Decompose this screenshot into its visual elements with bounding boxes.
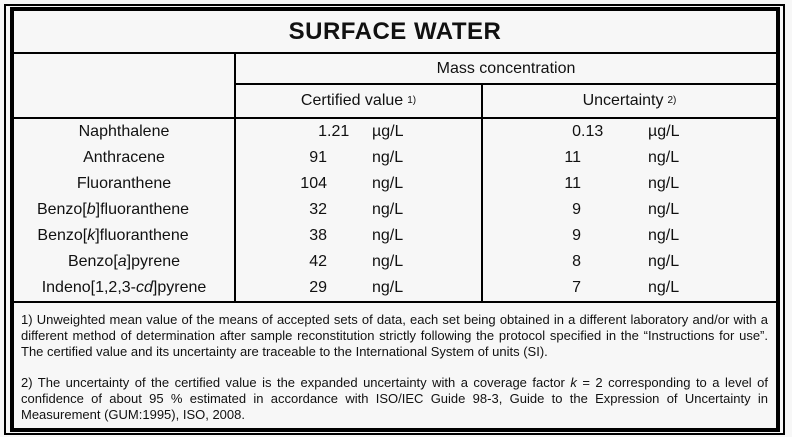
- value-unit: ng/L: [648, 227, 680, 244]
- sub-header-row: Certified value 1) Uncertainty 2): [236, 85, 776, 117]
- value-unit: ng/L: [648, 149, 680, 166]
- certified-value-cell: 29 ng/L: [236, 275, 483, 301]
- value-unit: ng/L: [372, 149, 404, 166]
- certificate-table: SURFACE WATER Mass concentration Certifi…: [10, 7, 780, 432]
- certified-value-cell: 104 ng/L: [236, 171, 483, 197]
- uncertainty-label: Uncertainty: [582, 92, 664, 109]
- uncertainty-value-cell: 7 ng/L: [483, 275, 776, 301]
- value-unit: ng/L: [648, 279, 680, 296]
- outer-thin-frame: [4, 4, 785, 435]
- certified-value-cell: 1.21 µg/L: [236, 119, 483, 145]
- table-row: Naphthalene 1.21 µg/L 0.13 µg/L: [14, 119, 776, 145]
- value-unit: ng/L: [648, 253, 680, 270]
- value-number: 11: [564, 175, 581, 192]
- value-fraction: .13: [581, 123, 604, 140]
- value-number: 29: [309, 279, 327, 296]
- table-row: Anthracene 91 ng/L 11 ng/L: [14, 145, 776, 171]
- certified-value-cell: 91 ng/L: [236, 145, 483, 171]
- value-unit: ng/L: [372, 227, 404, 244]
- value-number: 38: [309, 227, 327, 244]
- certified-value-cell: 32 ng/L: [236, 197, 483, 223]
- mass-concentration-header: Mass concentration: [236, 54, 776, 85]
- footnote-2: 2) The uncertainty of the certified valu…: [21, 375, 768, 422]
- certified-value-cell: 42 ng/L: [236, 249, 483, 275]
- footnote-ref-2: 2): [667, 94, 677, 106]
- table-row: Benzo[a]pyrene 42 ng/L 8 ng/L: [14, 249, 776, 275]
- value-number: 7: [572, 279, 581, 296]
- footnote-ref-1: 1): [407, 94, 417, 106]
- table-row: Indeno[1,2,3- cd]pyrene 29 ng/L 7 ng/L: [14, 275, 776, 301]
- table-header: Mass concentration Certified value 1) Unc…: [14, 54, 776, 119]
- value-unit: µg/L: [372, 123, 404, 140]
- table-title: SURFACE WATER: [14, 11, 776, 54]
- value-number: 9: [572, 227, 581, 244]
- value-number: 8: [572, 253, 581, 270]
- value-unit: ng/L: [372, 279, 404, 296]
- compound-name: Indeno[1,2,3- cd]pyrene: [14, 275, 236, 301]
- uncertainty-value-cell: 9 ng/L: [483, 223, 776, 249]
- table-row: Fluoranthene 104 ng/L 11 ng/L: [14, 171, 776, 197]
- value-fraction: .21: [327, 123, 350, 140]
- compound-name: Naphthalene: [14, 119, 236, 145]
- value-number: 0: [572, 123, 581, 140]
- value-unit: ng/L: [648, 175, 680, 192]
- compound-name: Fluoranthene: [14, 171, 236, 197]
- value-unit: ng/L: [372, 201, 404, 218]
- uncertainty-value-cell: 8 ng/L: [483, 249, 776, 275]
- certified-value-label: Certified value: [300, 92, 404, 109]
- compound-column-header-spacer: [14, 54, 236, 117]
- footnote-1: 1) Unweighted mean value of the means of…: [21, 312, 768, 359]
- uncertainty-value-cell: 11 ng/L: [483, 145, 776, 171]
- value-unit: ng/L: [372, 253, 404, 270]
- value-number: 104: [300, 175, 327, 192]
- value-unit: µg/L: [648, 123, 680, 140]
- uncertainty-value-cell: 0.13 µg/L: [483, 119, 776, 145]
- value-number: 9: [572, 201, 581, 218]
- value-number: 91: [309, 149, 327, 166]
- certified-value-cell: 38 ng/L: [236, 223, 483, 249]
- uncertainty-value-cell: 9 ng/L: [483, 197, 776, 223]
- value-number: 42: [309, 253, 327, 270]
- footnotes-section: 1) Unweighted mean value of the means of…: [14, 303, 776, 428]
- value-number: 1: [318, 123, 327, 140]
- data-rows: Naphthalene 1.21 µg/L 0.13 µg/L Anthracene 91 n…: [14, 119, 776, 303]
- certified-value-header: Certified value 1): [236, 85, 483, 117]
- compound-name: Benzo[k]fluoranthene: [14, 223, 236, 249]
- value-unit: ng/L: [372, 175, 404, 192]
- value-number: 32: [309, 201, 327, 218]
- table-row: Benzo[b]fluoranthene 32 ng/L 9 ng/L: [14, 197, 776, 223]
- compound-name: Benzo[a]pyrene: [14, 249, 236, 275]
- value-number: 11: [564, 149, 581, 166]
- uncertainty-header: Uncertainty 2): [483, 85, 776, 117]
- compound-name: Anthracene: [14, 145, 236, 171]
- compound-name: Benzo[b]fluoranthene: [14, 197, 236, 223]
- value-unit: ng/L: [648, 201, 680, 218]
- header-right: Mass concentration Certified value 1) Unc…: [236, 54, 776, 117]
- table-row: Benzo[k]fluoranthene 38 ng/L 9 ng/L: [14, 223, 776, 249]
- uncertainty-value-cell: 11 ng/L: [483, 171, 776, 197]
